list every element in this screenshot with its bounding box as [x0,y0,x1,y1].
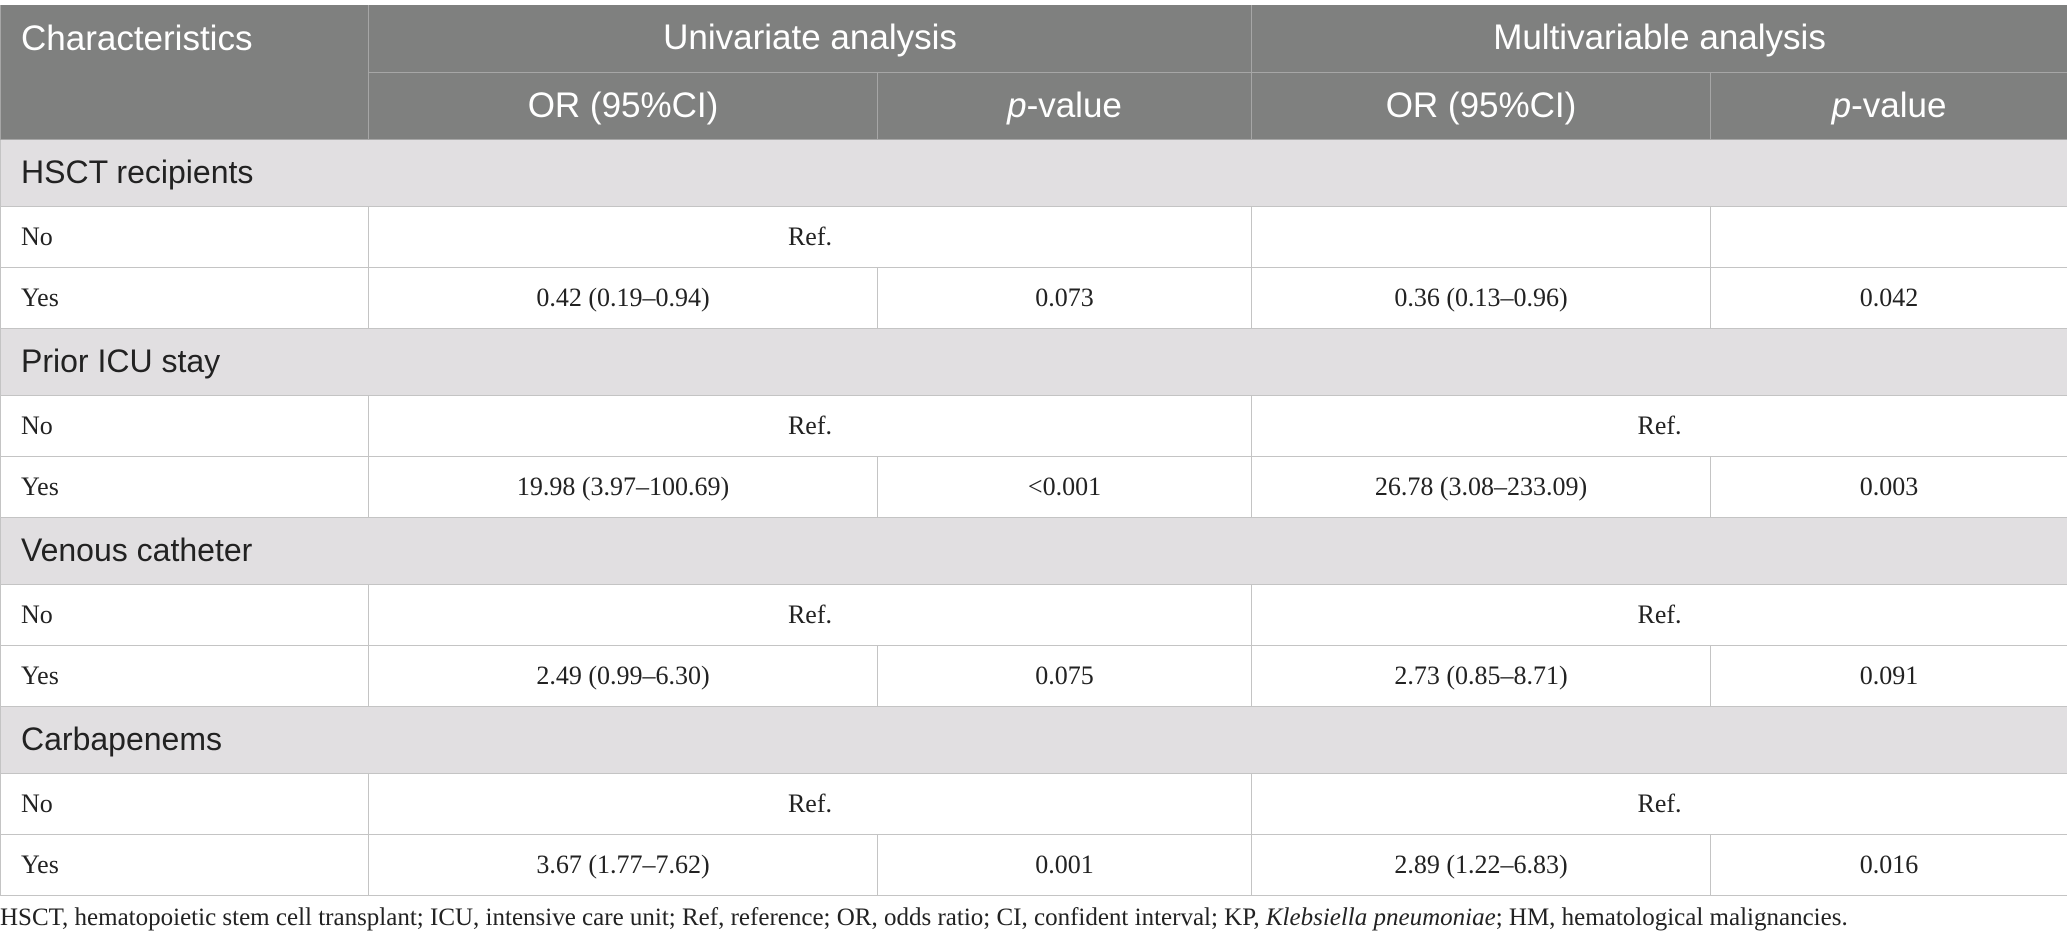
header-cell: p-value [877,72,1252,140]
section-row: Venous catheter [0,516,2067,585]
p-cell: <0.001 [877,455,1252,518]
section-title: Venous catheter [0,516,2067,585]
data-row: Yes 19.98 (3.97–100.69) <0.001 26.78 (3.08–… [0,455,2067,518]
data-row: Yes 2.49 (0.99–6.30) 0.075 2.73 (0.85–8.71)… [0,644,2067,707]
header-cell: Characteristics [0,5,369,140]
or-cell: 19.98 (3.97–100.69) [368,455,878,518]
row-label: No [0,772,369,835]
header-cell: OR (95%CI) [368,72,878,140]
section-title: Prior ICU stay [0,327,2067,396]
header-cell: Multivariable analysis [1250,5,2067,73]
row-label: Yes [0,833,369,896]
p-cell: 0.075 [877,644,1252,707]
or-cell: 0.36 (0.13–0.96) [1251,266,1711,329]
p-cell: 0.001 [877,833,1252,896]
results-table: Characteristics Univariate analysis Mult… [0,5,2067,896]
p-cell: 0.016 [1709,833,2067,896]
section-title: HSCT recipients [0,138,2067,207]
ref-cell: Ref. [368,394,1252,457]
row-label: No [0,205,369,268]
data-row: No Ref. Ref. [0,583,2067,646]
header-text: p [1831,85,1852,125]
empty-cell [1709,205,2067,268]
data-row: Yes 0.42 (0.19–0.94) 0.073 0.36 (0.13–0.96)… [0,266,2067,329]
data-row: No Ref. [0,205,2067,268]
p-cell: 0.091 [1709,644,2067,707]
table-body: HSCT recipients No Ref. Yes 0.42 (0.19–0.94)… [0,138,2067,896]
header-text: -value [1851,85,1947,125]
header-cell: OR (95%CI) [1251,72,1711,140]
data-row: Yes 3.67 (1.77–7.62) 0.001 2.89 (1.22–6.83)… [0,833,2067,896]
header-text: p [1007,85,1027,125]
p-cell: 0.042 [1709,266,2067,329]
p-cell: 0.003 [1709,455,2067,518]
section-row: HSCT recipients [0,138,2067,207]
or-cell: 3.67 (1.77–7.62) [368,833,878,896]
row-label: No [0,583,369,646]
p-cell: 0.073 [877,266,1252,329]
ref-cell: Ref. [1250,583,2067,646]
header-cell: p-value [1709,72,2067,140]
section-row: Prior ICU stay [0,327,2067,396]
ref-cell: Ref. [1250,772,2067,835]
data-row: No Ref. Ref. [0,394,2067,457]
header-text: -value [1026,85,1122,125]
ref-cell: Ref. [368,583,1252,646]
row-label: Yes [0,455,369,518]
or-cell: 26.78 (3.08–233.09) [1251,455,1711,518]
ref-cell: Ref. [1250,394,2067,457]
or-cell: 0.42 (0.19–0.94) [368,266,878,329]
footnote-text: Klebsiella pneumoniae [1265,904,1496,931]
row-label: Yes [0,266,369,329]
section-title: Carbapenems [0,705,2067,774]
row-label: No [0,394,369,457]
ref-cell: Ref. [368,772,1252,835]
data-row: No Ref. Ref. [0,772,2067,835]
empty-cell [1251,205,1711,268]
or-cell: 2.73 (0.85–8.71) [1251,644,1711,707]
or-cell: 2.89 (1.22–6.83) [1251,833,1711,896]
row-label: Yes [0,644,369,707]
footnote-text: HSCT, hematopoietic stem cell transplant… [0,904,1266,931]
section-row: Carbapenems [0,705,2067,774]
header-cell: Univariate analysis [368,5,1252,73]
footnote: HSCT, hematopoietic stem cell transplant… [0,904,1848,932]
footnote-text: ; HM, hematological malignancies. [1495,904,1848,931]
ref-cell: Ref. [368,205,1252,268]
or-cell: 2.49 (0.99–6.30) [368,644,878,707]
